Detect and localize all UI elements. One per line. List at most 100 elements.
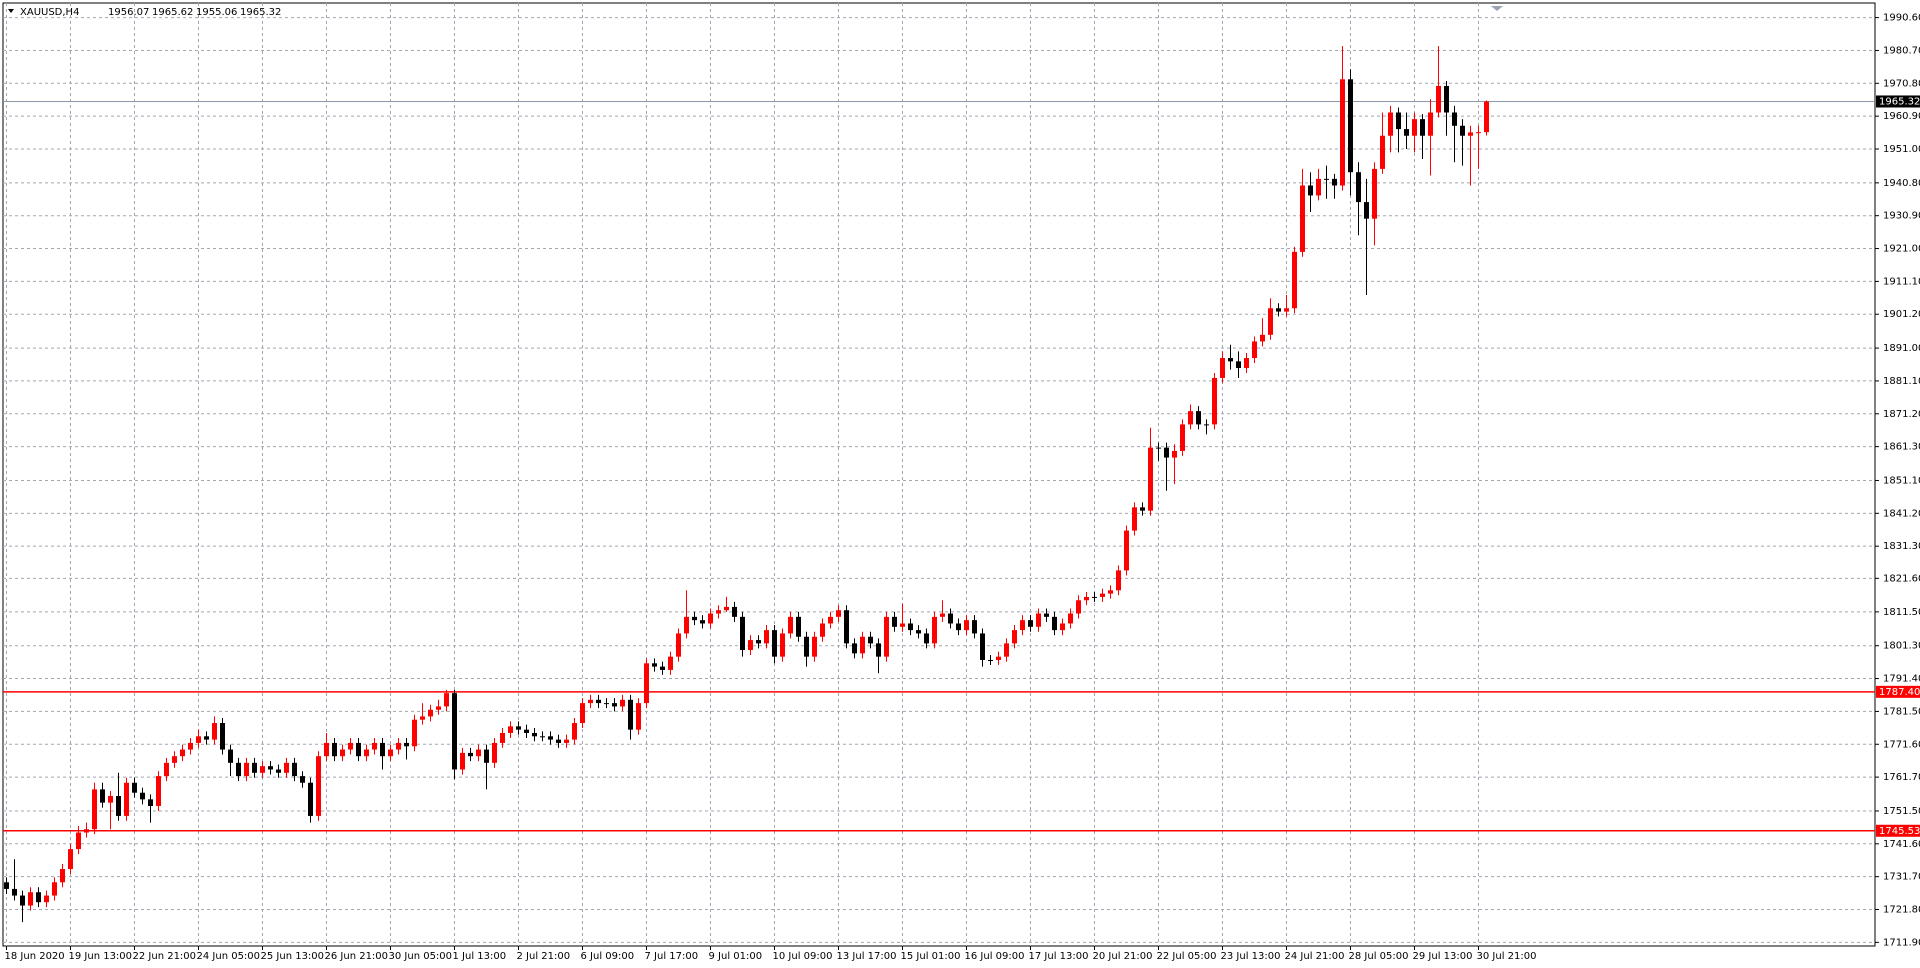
candle-body [1116, 570, 1121, 591]
y-tick-label: 1911.10 [1883, 276, 1920, 287]
candle-body [1460, 125, 1465, 136]
candle-body [596, 699, 601, 704]
candle-body [156, 776, 161, 806]
x-tick-label: 25 Jun 13:00 [261, 951, 325, 962]
candle-body [140, 792, 145, 800]
y-tick-label: 1831.30 [1883, 541, 1920, 552]
candle-body [988, 659, 993, 661]
candle-body [1100, 593, 1105, 597]
candle-body [1364, 202, 1369, 219]
candle-body [1484, 101, 1489, 133]
candle-body [1276, 308, 1281, 312]
y-tick-label: 1771.60 [1883, 739, 1920, 750]
candle-body [812, 636, 817, 657]
y-tick-label: 1721.80 [1883, 905, 1920, 916]
candle-body [748, 640, 753, 651]
candle-body [100, 789, 105, 803]
candle-body [980, 633, 985, 660]
candle-body [1372, 168, 1377, 219]
candle-body [780, 633, 785, 657]
candle-body [420, 716, 425, 720]
candle-body [20, 895, 25, 906]
candle-body [260, 766, 265, 773]
candle-body [884, 616, 889, 657]
x-tick-label: 13 Jul 17:00 [837, 951, 897, 962]
candle-body [1324, 178, 1329, 180]
candle-body [180, 749, 185, 757]
y-tick-label: 1980.70 [1883, 45, 1920, 56]
candle-body [1332, 178, 1337, 186]
candle-body [36, 892, 41, 903]
candle-body [1004, 643, 1009, 657]
candle-body [220, 723, 225, 750]
candle-body [1148, 447, 1153, 511]
candle-body [932, 616, 937, 644]
candle-body [212, 723, 217, 740]
candle-body [332, 742, 337, 757]
y-tick-label: 1930.90 [1883, 211, 1920, 222]
y-tick-label: 1731.70 [1883, 872, 1920, 883]
candle-body [1380, 135, 1385, 169]
candle-body [612, 703, 617, 707]
y-tick-label: 1761.70 [1883, 772, 1920, 783]
y-tick-label: 1990.60 [1883, 13, 1920, 24]
chart-shift-marker[interactable] [1491, 6, 1503, 11]
candle-body [764, 630, 769, 644]
candle-body [172, 756, 177, 763]
y-tick-label: 1851.10 [1883, 475, 1920, 486]
y-tick-label: 1901.20 [1883, 309, 1920, 320]
candle-body [1476, 132, 1481, 134]
candle-body [876, 643, 881, 657]
candle-body [1076, 600, 1081, 614]
candle-body [1156, 447, 1161, 449]
header-ohlc: 1965.62 [152, 7, 193, 18]
candle-body [548, 736, 553, 740]
candle-body [68, 849, 73, 870]
candle-body [676, 633, 681, 657]
y-tick-label: 1811.50 [1883, 607, 1920, 618]
candle-body [1060, 623, 1065, 631]
candle-body [796, 616, 801, 637]
candle-body [1268, 308, 1273, 335]
candle-body [1300, 185, 1305, 252]
candle-body [92, 789, 97, 830]
candle-body [1092, 596, 1097, 598]
candle-body [1404, 129, 1409, 136]
candle-body [580, 703, 585, 724]
header-ohlc: 1956.07 [108, 7, 149, 18]
x-tick-label: 10 Jul 09:00 [773, 951, 833, 962]
candle-body [436, 706, 441, 710]
candle-body [1356, 172, 1361, 203]
candle-body [164, 762, 169, 777]
chart-title: XAUUSD,H4 [20, 7, 79, 18]
y-tick-label: 1970.80 [1883, 78, 1920, 89]
candle-body [660, 666, 665, 670]
candle-body [1164, 447, 1169, 458]
candle-body [196, 736, 201, 743]
candle-body [844, 610, 849, 644]
candle-body [1228, 358, 1233, 362]
candle-body [340, 749, 345, 757]
candle-body [1452, 112, 1457, 126]
candle-body [388, 749, 393, 757]
y-tick-label: 1951.00 [1883, 144, 1920, 155]
candle-body [820, 623, 825, 637]
x-tick-label: 20 Jul 21:00 [1093, 951, 1153, 962]
candle-body [1292, 251, 1297, 309]
x-tick-label: 22 Jul 05:00 [1157, 951, 1217, 962]
candle-body [740, 616, 745, 651]
x-tick-label: 2 Jul 21:00 [517, 951, 571, 962]
x-tick-label: 30 Jul 21:00 [1477, 951, 1537, 962]
menu-arrow[interactable] [8, 9, 14, 13]
candle-body [252, 762, 257, 773]
candle-body [708, 613, 713, 624]
level-label: 1745.53 [1879, 826, 1920, 837]
candle-body [1436, 85, 1441, 113]
candle-body [108, 796, 113, 803]
candle-body [948, 613, 953, 624]
candle-body [1180, 424, 1185, 451]
candle-body [268, 766, 273, 770]
bid-label-box [1876, 95, 1920, 108]
candle-body [860, 636, 865, 654]
candle-body [276, 769, 281, 773]
